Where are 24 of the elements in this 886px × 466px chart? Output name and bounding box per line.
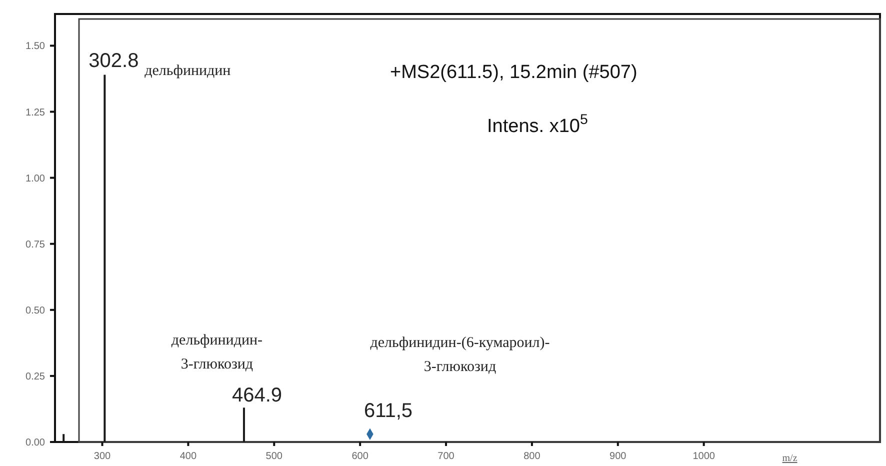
y-tick-label: 1.25 <box>26 107 46 118</box>
x-axis-title: m/z <box>782 453 798 464</box>
x-tick-label: 800 <box>524 451 541 462</box>
y-tick-label: 1.50 <box>26 41 46 52</box>
x-tick-label: 600 <box>352 451 369 462</box>
x-tick-label: 400 <box>180 451 197 462</box>
x-tick-label: 500 <box>266 451 283 462</box>
y-tick-label: 0.75 <box>26 239 46 250</box>
y-tick-label: 1.00 <box>26 173 46 184</box>
y-axis-title: Intens. x10$^{5}$ <box>487 112 588 137</box>
y-tick-label: 0.50 <box>26 305 46 316</box>
annotation: 302.8 <box>88 50 139 72</box>
annotation: 611,5 <box>364 400 413 422</box>
x-tick-label: 300 <box>94 451 112 462</box>
annotation: 464.9 <box>232 384 282 407</box>
y-tick-label: 0.00 <box>26 438 46 448</box>
annotation: дельфинидин-(6-кумароил)- 3-глюкозид <box>370 335 550 375</box>
text: +MS2(611.5), 15.2min (#507) <box>390 62 638 83</box>
annotation: дельфинидин- 3-глюкозид <box>171 332 263 373</box>
annotation: дельфинидин <box>144 62 231 79</box>
y-tick-label: 0.25 <box>26 371 46 382</box>
x-tick-label: 900 <box>610 451 627 462</box>
x-tick-label: 700 <box>438 451 455 462</box>
x-tick-label: 1000 <box>692 451 716 462</box>
